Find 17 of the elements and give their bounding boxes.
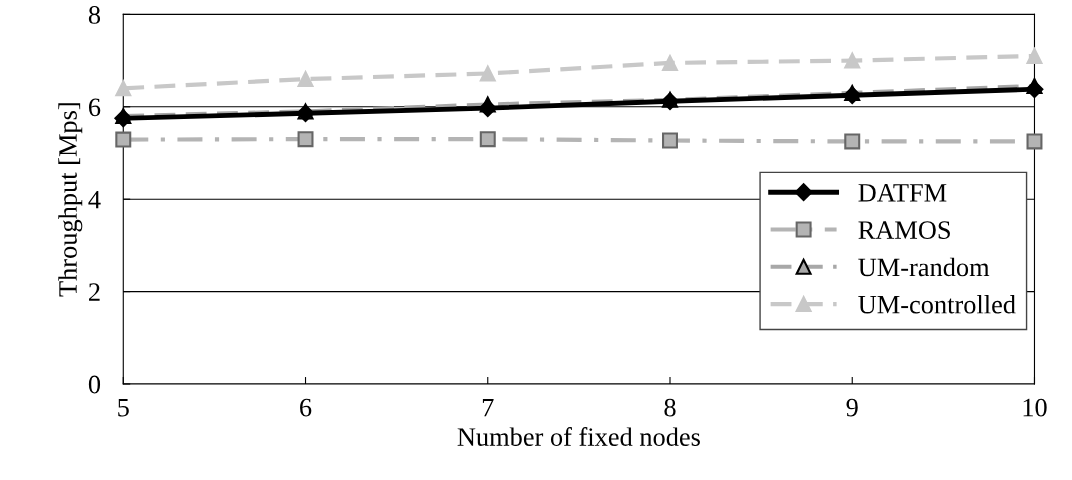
x-axis-title: Number of fixed nodes <box>457 427 700 446</box>
x-tick-label: 7 <box>482 398 494 417</box>
x-tick-label: 8 <box>664 398 676 417</box>
legend-label: DATFM <box>858 184 947 202</box>
legend-label: RAMOS <box>858 221 950 239</box>
x-tick-label: 9 <box>846 398 858 417</box>
y-tick-label: 8 <box>88 6 101 24</box>
y-tick-label: 4 <box>88 190 101 209</box>
x-tick-label: 6 <box>300 398 312 417</box>
x-tick-label: 5 <box>118 398 129 417</box>
y-tick-label: 2 <box>89 283 100 301</box>
y-tick-label: 6 <box>89 98 101 117</box>
legend-label: UM-random <box>858 257 990 277</box>
y-axis-title: Throughput [Mps] <box>58 103 83 297</box>
x-tick-label: 10 <box>1023 398 1047 417</box>
legend-label: UM-controlled <box>858 294 1016 314</box>
y-tick-label: 0 <box>88 375 101 394</box>
